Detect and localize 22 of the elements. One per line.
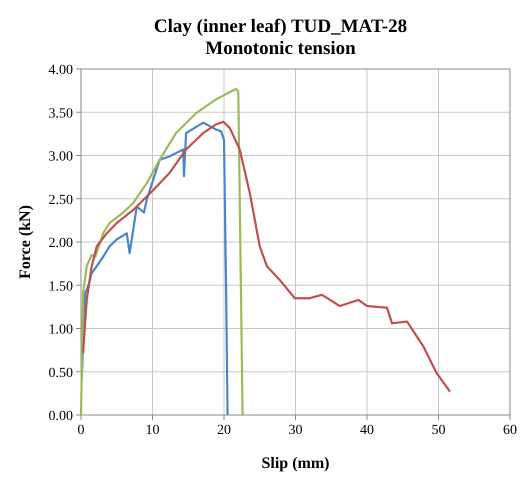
y-tick-label: 1.00 [48, 322, 73, 338]
x-axis-title: Slip (mm) [262, 455, 330, 472]
y-tick-label: 3.00 [48, 150, 73, 164]
x-tick-label: 60 [503, 423, 517, 438]
line-series [82, 120, 452, 393]
x-tick-label: 20 [217, 423, 231, 438]
y-tick-label: 2.50 [48, 192, 73, 208]
x-tick-label: 50 [432, 423, 446, 438]
line-series [80, 122, 229, 416]
y-tick-label: 3.50 [48, 106, 73, 122]
y-tick-label: 2.00 [48, 236, 73, 251]
chart-title: Clay (inner leaf) TUD_MAT-28 Monotonic tension [154, 16, 408, 59]
x-tick-label: 40 [360, 423, 374, 438]
line-series [80, 88, 244, 416]
y-tick-label: 0.00 [48, 409, 73, 424]
x-tick-label: 0 [78, 423, 84, 438]
y-axis-title: Force (kN) [17, 205, 34, 279]
y-tick-label: 4.00 [48, 63, 73, 78]
x-tick-label: 10 [146, 423, 160, 438]
y-tick-label: 0.50 [48, 366, 73, 381]
y-tick-label: 1.50 [48, 279, 73, 294]
x-tick-label: 30 [288, 423, 302, 438]
